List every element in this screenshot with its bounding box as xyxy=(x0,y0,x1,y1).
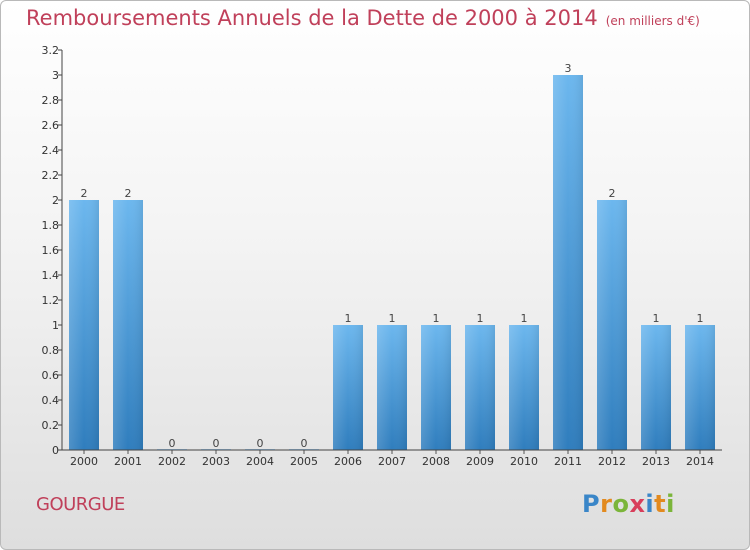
data-label-2013: 1 xyxy=(653,312,660,325)
data-label-2001: 2 xyxy=(125,187,132,200)
bar-shade-2000 xyxy=(69,200,99,450)
x-tick-label-2007: 2007 xyxy=(378,455,406,468)
y-tick-label: 1.2 xyxy=(42,294,60,307)
x-tick-label-2009: 2009 xyxy=(466,455,494,468)
y-tick-label: 1.6 xyxy=(42,244,60,257)
axes-layer xyxy=(58,49,722,454)
x-tick-label-2010: 2010 xyxy=(510,455,538,468)
y-tick-label: 2.8 xyxy=(42,94,60,107)
bar-shade-2008 xyxy=(421,325,451,450)
data-label-2014: 1 xyxy=(697,312,704,325)
data-label-2000: 2 xyxy=(81,187,88,200)
x-tick-label-2006: 2006 xyxy=(334,455,362,468)
y-tick-label: 2 xyxy=(52,194,59,207)
data-label-2006: 1 xyxy=(345,312,352,325)
data-label-2008: 1 xyxy=(433,312,440,325)
y-tick-label: 0.8 xyxy=(42,344,60,357)
data-label-2002: 0 xyxy=(169,437,176,450)
x-tick-label-2001: 2001 xyxy=(114,455,142,468)
bar-shade-2013 xyxy=(641,325,671,450)
x-tick-label-2013: 2013 xyxy=(642,455,670,468)
data-label-2007: 1 xyxy=(389,312,396,325)
x-tick-label-2003: 2003 xyxy=(202,455,230,468)
bar-shade-2009 xyxy=(465,325,495,450)
x-tick-label-2012: 2012 xyxy=(598,455,626,468)
y-tick-label: 2.6 xyxy=(42,119,60,132)
x-tick-label-2004: 2004 xyxy=(246,455,274,468)
y-tick-label: 2.4 xyxy=(42,144,60,157)
chart-unit-text: (en milliers d'€) xyxy=(605,14,700,28)
proxiti-logo: Proxiti xyxy=(582,490,675,518)
x-tick-label-2005: 2005 xyxy=(290,455,318,468)
data-label-2005: 0 xyxy=(301,437,308,450)
y-tick-label: 3.2 xyxy=(42,44,60,57)
bar-shade-2012 xyxy=(597,200,627,450)
y-tick-label: 0 xyxy=(52,444,59,457)
y-tick-label: 0.4 xyxy=(42,394,60,407)
bar-shade-2011 xyxy=(553,75,583,450)
commune-name: GOURGUE xyxy=(36,494,125,515)
x-tick-label-2011: 2011 xyxy=(554,455,582,468)
y-tick-label: 0.2 xyxy=(42,419,60,432)
chart-title: Remboursements Annuels de la Dette de 20… xyxy=(26,6,700,30)
y-tick-label: 1.4 xyxy=(42,269,60,282)
bar-shade-2001 xyxy=(113,200,143,450)
y-tick-label: 0.6 xyxy=(42,369,60,382)
data-label-2010: 1 xyxy=(521,312,528,325)
labels-layer: 2 2000 2 2001 0 2002 0 2003 0 2004 0 2005 1 2006 1 2007… xyxy=(42,44,715,468)
bar-shade-2010 xyxy=(509,325,539,450)
y-tick-label: 1.8 xyxy=(42,219,60,232)
data-label-2003: 0 xyxy=(213,437,220,450)
chart-title-text: Remboursements Annuels de la Dette de 20… xyxy=(26,6,598,30)
data-label-2004: 0 xyxy=(257,437,264,450)
bar-shade-2014 xyxy=(685,325,715,450)
bar-shade-2006 xyxy=(333,325,363,450)
x-tick-label-2002: 2002 xyxy=(158,455,186,468)
data-label-2011: 3 xyxy=(565,62,572,75)
x-tick-label-2014: 2014 xyxy=(686,455,714,468)
bars-layer xyxy=(69,75,715,450)
y-tick-label: 3 xyxy=(52,69,59,82)
x-tick-label-2008: 2008 xyxy=(422,455,450,468)
data-label-2012: 2 xyxy=(609,187,616,200)
y-tick-label: 1 xyxy=(52,319,59,332)
data-label-2009: 1 xyxy=(477,312,484,325)
bar-shade-2007 xyxy=(377,325,407,450)
x-tick-label-2000: 2000 xyxy=(70,455,98,468)
y-tick-label: 2.2 xyxy=(42,169,60,182)
